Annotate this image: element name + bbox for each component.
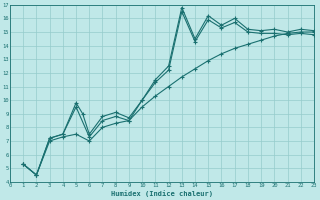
- X-axis label: Humidex (Indice chaleur): Humidex (Indice chaleur): [111, 190, 213, 197]
